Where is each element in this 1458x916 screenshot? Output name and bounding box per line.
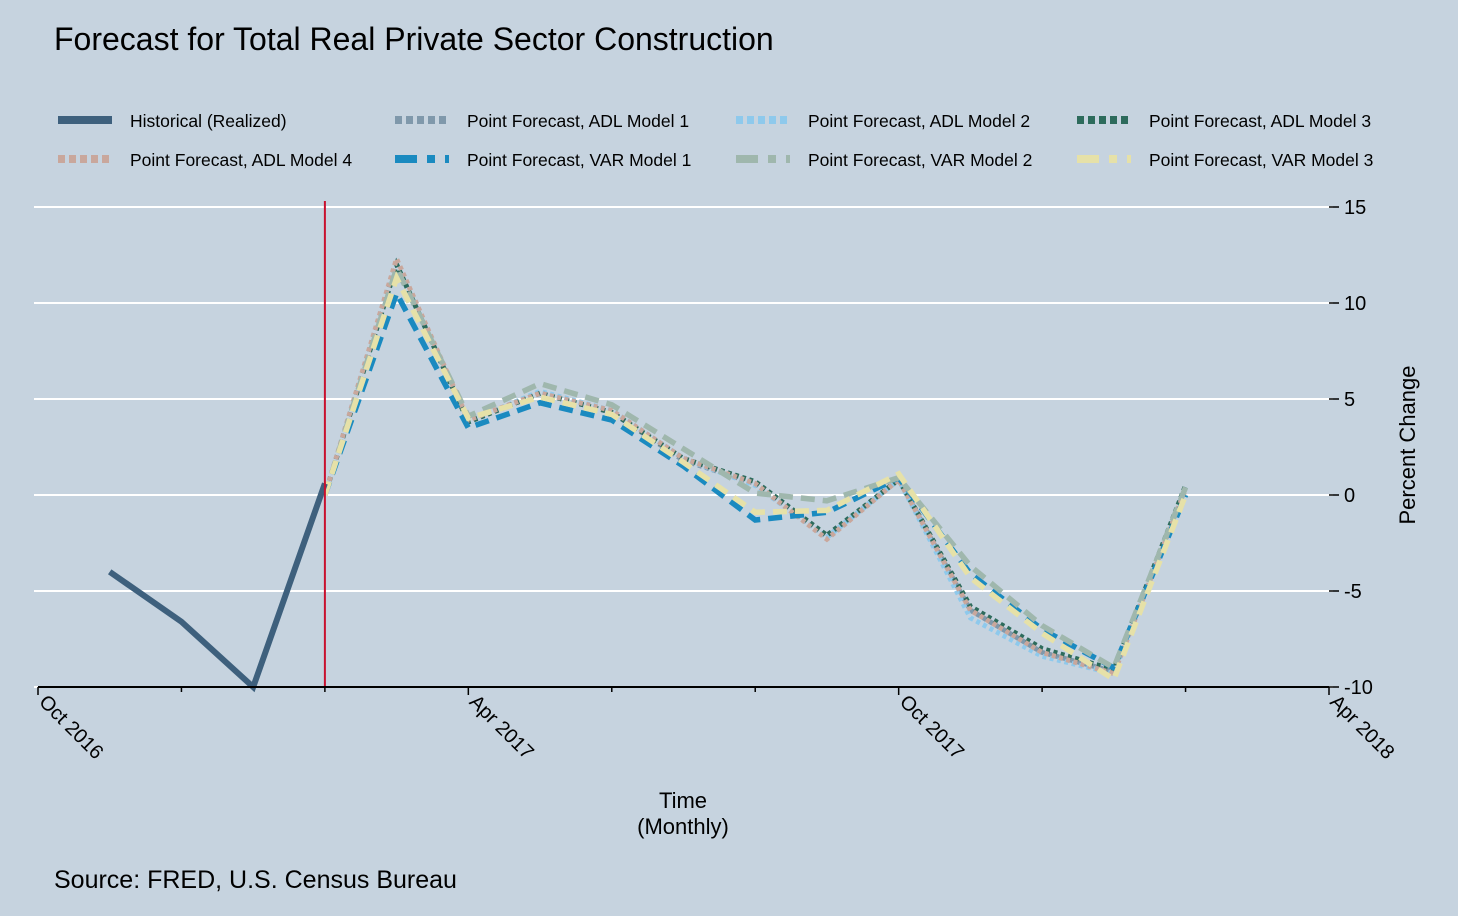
series-line xyxy=(322,251,1188,677)
series-line xyxy=(322,270,1189,684)
x-tick-label: Apr 2017 xyxy=(465,691,538,764)
y-tick-label: -10 xyxy=(1344,677,1373,699)
series-line xyxy=(107,482,328,693)
plot-area xyxy=(107,201,1189,693)
x-tick-label: Oct 2016 xyxy=(34,691,107,764)
series-line xyxy=(322,257,1188,673)
y-tick-label: 0 xyxy=(1344,485,1355,507)
x-tick-label: Oct 2017 xyxy=(895,691,968,764)
legend-label: Point Forecast, ADL Model 1 xyxy=(467,111,689,131)
series-line xyxy=(322,286,1189,672)
legend-label: Point Forecast, VAR Model 2 xyxy=(808,150,1032,170)
source-note: Source: FRED, U.S. Census Bureau xyxy=(54,866,457,894)
series-line xyxy=(322,257,1188,677)
x-axis: Oct 2016 Apr 2017 Oct 2017 Apr 2018 xyxy=(34,686,1398,764)
y-axis: 15 10 5 0 -5 -10 xyxy=(1329,197,1373,699)
x-axis-label: Time xyxy=(659,788,707,813)
y-tick-label: 5 xyxy=(1344,389,1355,411)
chart-title: Forecast for Total Real Private Sector C… xyxy=(54,21,774,57)
y-tick-label: 10 xyxy=(1344,293,1366,315)
series-line xyxy=(322,260,1189,672)
legend-label: Historical (Realized) xyxy=(130,111,287,131)
y-tick-label: -5 xyxy=(1344,581,1362,603)
x-tick-label: Apr 2018 xyxy=(1325,691,1398,764)
series-line xyxy=(322,257,1188,675)
legend-label: Point Forecast, ADL Model 3 xyxy=(1149,111,1371,131)
legend-label: Point Forecast, VAR Model 1 xyxy=(467,150,691,170)
x-axis-sublabel: (Monthly) xyxy=(637,814,729,839)
legend-label: Point Forecast, ADL Model 2 xyxy=(808,111,1030,131)
y-tick-label: 15 xyxy=(1344,197,1366,219)
legend-label: Point Forecast, VAR Model 3 xyxy=(1149,150,1373,170)
legend-label: Point Forecast, ADL Model 4 xyxy=(130,150,352,170)
y-axis-label: Percent Change xyxy=(1395,366,1420,525)
legend: Historical (Realized) Point Forecast, ADL… xyxy=(58,111,1373,170)
